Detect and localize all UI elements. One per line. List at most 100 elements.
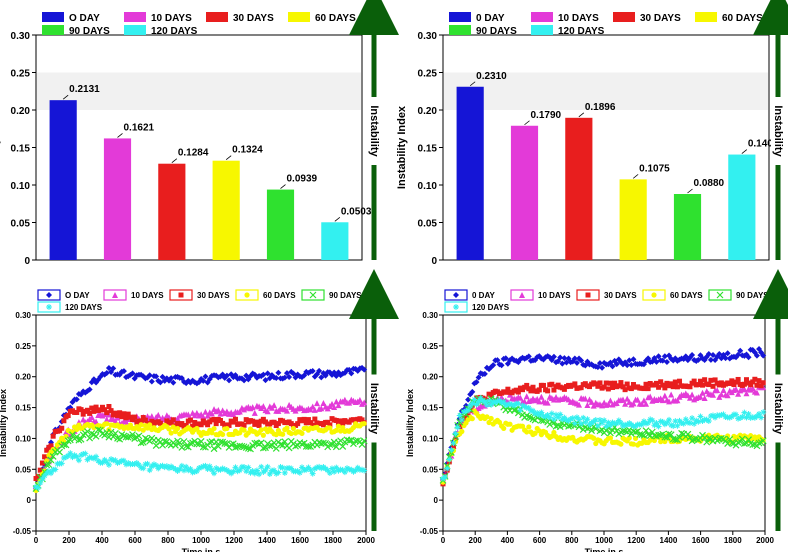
data-point: [208, 410, 215, 417]
data-point: [716, 350, 723, 357]
data-point: [735, 390, 742, 397]
data-point: [206, 438, 214, 446]
legend-swatch: [716, 291, 724, 299]
data-point: [295, 421, 301, 427]
data-point: [187, 417, 193, 423]
data-point: [185, 411, 192, 418]
data-point: [202, 408, 209, 415]
legend-entry: 90 DAYS: [476, 26, 517, 37]
data-point: [638, 421, 645, 428]
legend-swatch: [449, 12, 471, 22]
data-point: [567, 415, 574, 422]
data-point: [490, 362, 497, 369]
data-point: [104, 421, 110, 427]
data-point: [168, 419, 174, 425]
data-point: [361, 366, 368, 373]
data-point: [613, 361, 620, 368]
data-point: [603, 423, 610, 430]
data-point: [641, 386, 647, 392]
data-point: [304, 442, 312, 450]
data-point: [47, 456, 55, 464]
data-point: [170, 417, 176, 423]
data-point: [296, 469, 303, 476]
x-tick-label: 800: [565, 536, 579, 545]
data-point: [712, 377, 718, 383]
data-point: [300, 439, 308, 447]
data-point: [502, 355, 509, 362]
data-point: [739, 413, 746, 420]
data-point: [305, 417, 311, 423]
data-point: [117, 410, 123, 416]
grid-band: [444, 72, 768, 110]
data-label: 0.1621: [124, 122, 155, 133]
data-point: [337, 437, 345, 445]
data-point: [91, 408, 97, 414]
data-point: [733, 379, 739, 385]
data-point: [521, 398, 528, 405]
data-point: [234, 468, 241, 475]
data-point: [66, 436, 74, 444]
data-point: [517, 407, 524, 414]
data-point: [303, 420, 309, 426]
data-point: [146, 372, 153, 379]
data-point: [202, 373, 209, 380]
data-point: [726, 414, 733, 421]
data-point: [129, 431, 136, 438]
bar: [158, 163, 186, 260]
data-point: [50, 433, 56, 439]
data-point: [350, 424, 357, 431]
legend-swatch: [449, 25, 471, 35]
data-point: [617, 419, 624, 426]
data-point: [701, 395, 708, 402]
data-point: [245, 430, 251, 436]
data-point: [190, 423, 196, 429]
data-point: [320, 399, 327, 406]
data-point: [483, 401, 490, 408]
legend-swatch: [206, 12, 228, 22]
data-point: [594, 422, 601, 429]
data-point: [725, 433, 731, 439]
data-point: [605, 401, 612, 408]
data-point: [655, 423, 662, 430]
data-point: [80, 411, 86, 417]
data-point: [170, 379, 177, 386]
y-tick-label: 0: [24, 256, 30, 267]
legend-swatch: [585, 292, 591, 298]
data-point: [187, 440, 194, 447]
data-point: [599, 419, 606, 426]
legend-entry: 60 DAYS: [263, 291, 296, 300]
x-tick-label: 2000: [357, 536, 375, 545]
data-label: 0.0503: [341, 206, 372, 217]
data-point: [35, 484, 42, 491]
data-point: [653, 420, 660, 427]
data-point: [275, 469, 282, 476]
y-tick-label: 0.30: [418, 31, 438, 42]
data-point: [107, 428, 115, 436]
data-point: [249, 467, 256, 474]
data-point: [361, 420, 367, 427]
data-point: [189, 469, 196, 476]
data-point: [676, 417, 683, 424]
data-point: [571, 420, 578, 427]
data-point: [661, 392, 668, 399]
data-point: [209, 430, 215, 436]
data-point: [603, 380, 609, 386]
data-point: [283, 370, 290, 377]
data-point: [104, 410, 110, 416]
data-point: [88, 413, 95, 420]
data-point: [213, 465, 220, 472]
data-point: [333, 464, 340, 471]
bar: [728, 154, 756, 260]
data-point: [204, 465, 211, 472]
data-point: [666, 416, 673, 423]
series-4: [32, 426, 368, 493]
data-point: [93, 418, 100, 425]
data-point: [691, 378, 697, 384]
data-point: [88, 454, 95, 461]
data-point: [588, 398, 595, 405]
data-point: [714, 387, 721, 394]
data-point: [333, 427, 339, 434]
data-point: [479, 397, 486, 404]
data-point: [504, 401, 511, 408]
data-point: [524, 429, 530, 435]
